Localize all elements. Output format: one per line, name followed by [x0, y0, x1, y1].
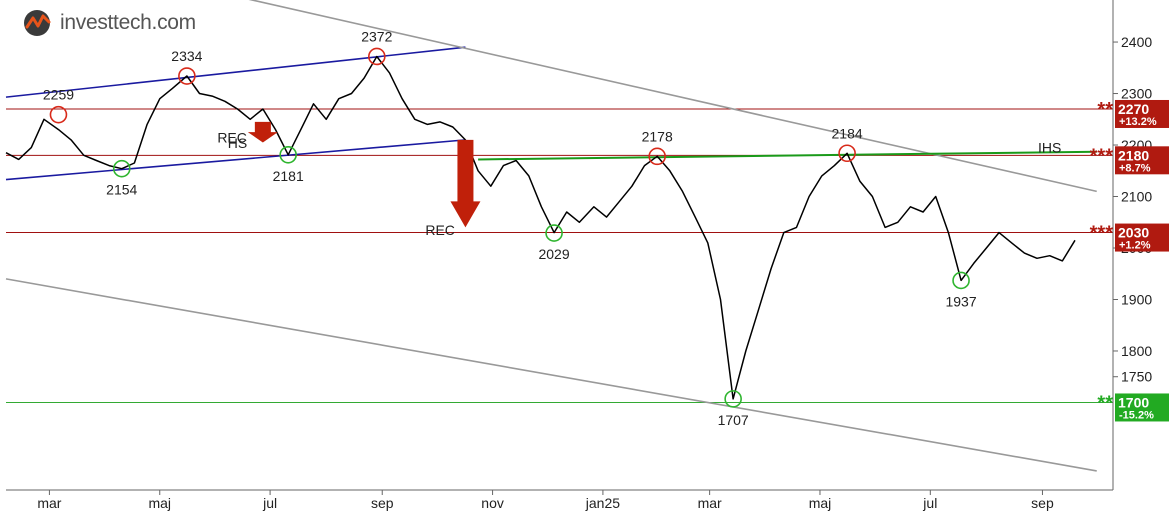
level-stars: **	[1097, 392, 1113, 414]
level-box: ** 2270+13.2%	[1097, 99, 1169, 128]
level-stars: ***	[1090, 145, 1114, 167]
trend-line-hs-neckline	[478, 150, 1097, 161]
level-pct: +8.7%	[1119, 162, 1151, 174]
bottom-marker	[545, 224, 563, 242]
top-marker	[178, 67, 196, 85]
y-tick-label: 2300	[1121, 86, 1152, 102]
x-tick-label: mar	[37, 495, 61, 511]
extreme-label: 2029	[538, 246, 569, 262]
level-value: 2180	[1118, 147, 1149, 163]
top-marker	[368, 47, 386, 66]
level-box-bg	[1115, 146, 1169, 175]
x-tick-label: mar	[698, 495, 722, 511]
level-box: ** 1700-15.2%	[1097, 392, 1169, 422]
bottom-marker	[724, 390, 742, 408]
extreme-label: 1937	[945, 293, 976, 309]
y-tick-label: 1900	[1121, 291, 1152, 307]
x-tick-label: maj	[809, 495, 832, 511]
level-box: *** 2180+8.7%	[1090, 145, 1169, 175]
level-value: 2030	[1118, 225, 1149, 241]
pattern-label-hs: HS	[228, 135, 247, 151]
pattern-label-rec: REC	[425, 222, 455, 238]
x-tick-label: sep	[371, 495, 394, 511]
level-stars: **	[1097, 99, 1113, 121]
x-tick-label: jan25	[585, 495, 620, 511]
trend-line-channel-lower	[5, 139, 466, 181]
extreme-label: 1707	[718, 412, 749, 428]
level-stars: ***	[1090, 223, 1114, 245]
level-value: 2270	[1118, 101, 1149, 117]
price-line	[5, 55, 1076, 400]
extreme-label: 2372	[361, 28, 392, 44]
bottom-marker	[112, 159, 131, 178]
level-pct: +1.2%	[1119, 240, 1151, 252]
extreme-label: 2178	[642, 128, 673, 144]
logo-text: investtech.com	[60, 11, 196, 34]
extreme-label: 2154	[106, 182, 137, 198]
x-tick-label: sep	[1031, 495, 1054, 511]
x-tick-label: jul	[922, 495, 937, 511]
bottom-marker	[279, 146, 297, 164]
sell-signal-arrow	[450, 139, 481, 228]
level-box-bg	[1115, 99, 1169, 128]
level-box-bg	[1115, 223, 1169, 252]
level-value: 1700	[1118, 394, 1149, 410]
x-tick-label: maj	[148, 495, 171, 511]
extreme-label: 2184	[832, 125, 863, 141]
top-marker	[49, 105, 68, 124]
trend-line-falling-upper	[248, 0, 1097, 193]
top-marker	[648, 147, 666, 166]
y-tick-label: 1800	[1121, 343, 1152, 359]
y-tick-label: 1750	[1121, 369, 1152, 385]
level-pct: +13.2%	[1119, 116, 1157, 128]
top-marker	[838, 144, 856, 163]
trend-line-falling-lower	[5, 278, 1097, 472]
investtech-logo[interactable]: investtech.com	[22, 6, 196, 40]
extreme-label: 2334	[171, 48, 202, 64]
extreme-label: 2181	[273, 168, 304, 184]
y-tick-label: 2400	[1121, 34, 1152, 50]
pattern-label-rec: REC	[217, 129, 247, 145]
extreme-label: 2259	[43, 87, 74, 103]
bottom-marker	[952, 271, 970, 290]
investtech-logo-icon	[24, 10, 51, 36]
y-tick-label: 2100	[1121, 189, 1152, 205]
level-box: *** 2030+1.2%	[1090, 223, 1169, 252]
sell-signal-arrow	[247, 121, 278, 143]
level-box-bg	[1115, 393, 1169, 422]
x-tick-label: nov	[481, 495, 504, 511]
pattern-label-ihs: IHS	[1038, 140, 1061, 156]
x-tick-label: jul	[262, 495, 277, 511]
trend-line-channel-upper	[5, 46, 466, 98]
level-pct: -15.2%	[1119, 409, 1154, 421]
